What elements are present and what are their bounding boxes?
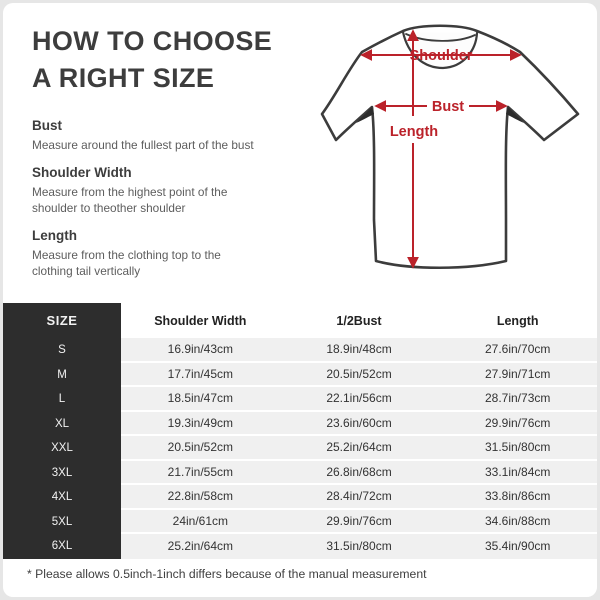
- table-cell-half-bust: 23.6in/60cm: [326, 415, 392, 430]
- armpit-shade-left: [356, 107, 374, 123]
- table-cell-length: 31.5in/80cm: [484, 440, 551, 455]
- table-cell-size: 6XL: [3, 534, 121, 559]
- table-row: M 17.7in/45cm 20.5in/52cm 27.9in/71cm: [3, 362, 597, 387]
- section-shoulder-heading: Shoulder Width: [32, 164, 132, 180]
- table-cell-half-bust: 18.9in/48cm: [326, 342, 392, 357]
- armpit-shade-right: [506, 107, 524, 123]
- table-cell-shoulder-width: 21.7in/55cm: [167, 464, 234, 479]
- table-cell-length: 29.9in/76cm: [484, 415, 551, 430]
- table-header-row: SIZE Shoulder Width 1/2Bust Length: [3, 303, 597, 338]
- table-cell-size: L: [3, 387, 121, 412]
- table-cell-length: 35.4in/90cm: [484, 539, 551, 554]
- table-cell-shoulder-width: 22.8in/58cm: [167, 489, 234, 504]
- size-guide-card: HOW TO CHOOSE A RIGHT SIZE Bust Measure …: [3, 3, 597, 597]
- table-cell-half-bust: 25.2in/64cm: [326, 440, 392, 455]
- table-cell-shoulder-width: 19.3in/49cm: [167, 415, 234, 430]
- table-cell-size: 3XL: [3, 460, 121, 485]
- section-bust-heading: Bust: [32, 118, 62, 133]
- table-cell-half-bust: 26.8in/68cm: [326, 464, 392, 479]
- table-cell-shoulder-width: 24in/61cm: [172, 513, 229, 528]
- table-cell-shoulder-width: 18.5in/47cm: [167, 391, 234, 406]
- table-cell-length: 27.6in/70cm: [484, 342, 551, 357]
- table-cell-size: XL: [3, 411, 121, 436]
- table-body: S 16.9in/43cm 18.9in/48cm 27.6in/70cm M …: [3, 338, 597, 559]
- table-cell-shoulder-width: 16.9in/43cm: [167, 342, 234, 357]
- table-header-length: Length: [496, 313, 539, 328]
- table-cell-half-bust: 31.5in/80cm: [326, 539, 392, 554]
- length-label: Length: [390, 124, 438, 140]
- table-cell-length: 34.6in/88cm: [484, 513, 551, 528]
- table-row: XXL 20.5in/52cm 25.2in/64cm 31.5in/80cm: [3, 436, 597, 461]
- table-cell-size: XXL: [3, 436, 121, 461]
- table-cell-half-bust: 20.5in/52cm: [326, 366, 392, 381]
- section-bust-description: Measure around the fullest part of the b…: [32, 138, 254, 152]
- table-cell-size: S: [3, 338, 121, 363]
- table-cell-length: 28.7in/73cm: [484, 391, 551, 406]
- section-length-description: Measure from the clothing top to the clo…: [32, 247, 221, 279]
- table-header-half-bust: 1/2Bust: [336, 313, 382, 328]
- table-cell-length: 33.8in/86cm: [484, 489, 551, 504]
- table-row: 3XL 21.7in/55cm 26.8in/68cm 33.1in/84cm: [3, 460, 597, 485]
- bust-label: Bust: [432, 99, 464, 115]
- table-cell-shoulder-width: 17.7in/45cm: [167, 366, 234, 381]
- table-row: 5XL 24in/61cm 29.9in/76cm 34.6in/88cm: [3, 509, 597, 534]
- section-bust: Bust Measure around the fullest part of …: [32, 117, 296, 154]
- page-title: HOW TO CHOOSE A RIGHT SIZE: [32, 23, 296, 97]
- section-shoulder-description: Measure from the highest point of the sh…: [32, 184, 228, 216]
- shoulder-label: Shoulder: [410, 48, 473, 64]
- measurement-disclaimer: * Please allows 0.5inch-1inch differs be…: [27, 567, 427, 581]
- table-header-shoulder-width: Shoulder Width: [154, 313, 247, 328]
- table-header-size: SIZE: [3, 303, 121, 338]
- section-length-heading: Length: [32, 227, 77, 243]
- table-cell-length: 27.9in/71cm: [484, 366, 551, 381]
- page-title-line2: A RIGHT SIZE: [32, 63, 215, 93]
- table-row: S 16.9in/43cm 18.9in/48cm 27.6in/70cm: [3, 338, 597, 363]
- size-chart-table: SIZE Shoulder Width 1/2Bust Length S 16.…: [3, 303, 597, 559]
- page-title-line1: HOW TO CHOOSE: [32, 26, 273, 56]
- table-cell-shoulder-width: 20.5in/52cm: [167, 440, 234, 455]
- table-cell-half-bust: 22.1in/56cm: [326, 391, 392, 406]
- table-row: 4XL 22.8in/58cm 28.4in/72cm 33.8in/86cm: [3, 485, 597, 510]
- instructions-column: HOW TO CHOOSE A RIGHT SIZE Bust Measure …: [32, 23, 296, 290]
- section-length: Length Measure from the clothing top to …: [32, 227, 296, 280]
- table-cell-half-bust: 29.9in/76cm: [326, 513, 392, 528]
- table-cell-size: M: [3, 362, 121, 387]
- table-cell-length: 33.1in/84cm: [484, 464, 551, 479]
- measurement-instructions: Bust Measure around the fullest part of …: [32, 117, 296, 280]
- section-shoulder-width: Shoulder Width Measure from the highest …: [32, 164, 296, 217]
- tshirt-measurement-diagram: Shoulder Bust Length: [320, 24, 580, 270]
- table-row: 6XL 25.2in/64cm 31.5in/80cm 35.4in/90cm: [3, 534, 597, 559]
- table-cell-size: 5XL: [3, 509, 121, 534]
- table-cell-shoulder-width: 25.2in/64cm: [167, 539, 234, 554]
- table-row: XL 19.3in/49cm 23.6in/60cm 29.9in/76cm: [3, 411, 597, 436]
- table-cell-half-bust: 28.4in/72cm: [326, 489, 392, 504]
- table-cell-size: 4XL: [3, 485, 121, 510]
- table-row: L 18.5in/47cm 22.1in/56cm 28.7in/73cm: [3, 387, 597, 412]
